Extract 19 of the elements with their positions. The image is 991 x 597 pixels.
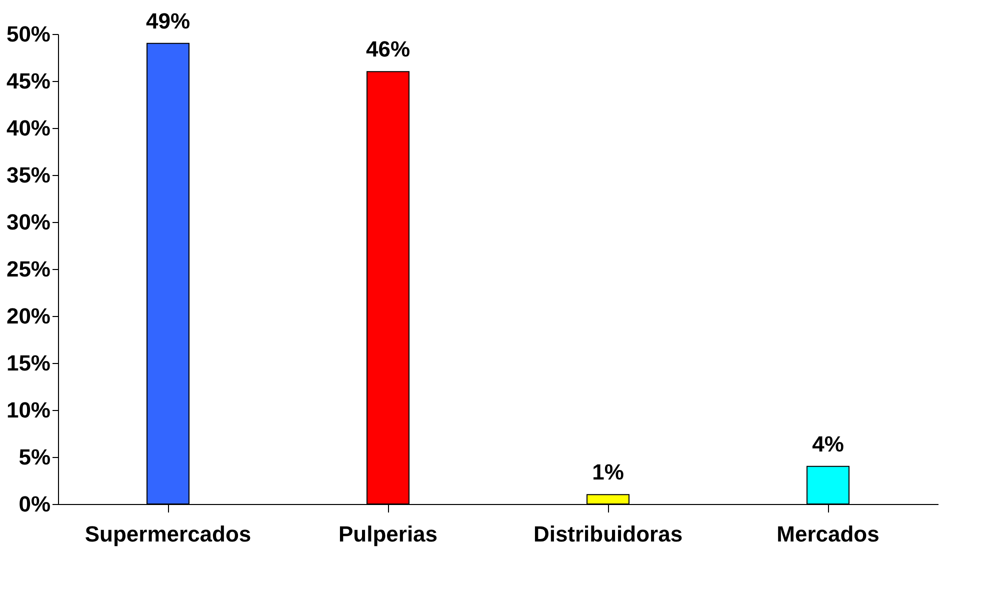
data-label: 4% (812, 431, 844, 456)
y-tick-label: 20% (6, 304, 50, 328)
y-tick-label: 5% (18, 444, 50, 470)
y-tick-label: 0% (18, 492, 50, 516)
data-label: 49% (146, 8, 190, 34)
x-tick-label: Distribuidoras (533, 522, 683, 546)
data-label: 46% (366, 36, 410, 62)
y-tick-label: 15% (6, 350, 50, 376)
y-tick-label: 40% (6, 116, 50, 140)
y-tick-label: 25% (6, 256, 50, 282)
y-tick-label: 10% (6, 398, 50, 422)
x-tick-label: Mercados (776, 522, 880, 546)
y-tick-label: 35% (6, 162, 50, 188)
x-tick-label: Supermercados (84, 522, 252, 546)
y-tick-label: 30% (6, 210, 50, 234)
data-label: 1% (592, 460, 624, 485)
y-tick-label: 45% (6, 68, 50, 94)
x-tick-label: Pulperias (338, 522, 438, 546)
y-tick-label: 50% (6, 22, 50, 46)
